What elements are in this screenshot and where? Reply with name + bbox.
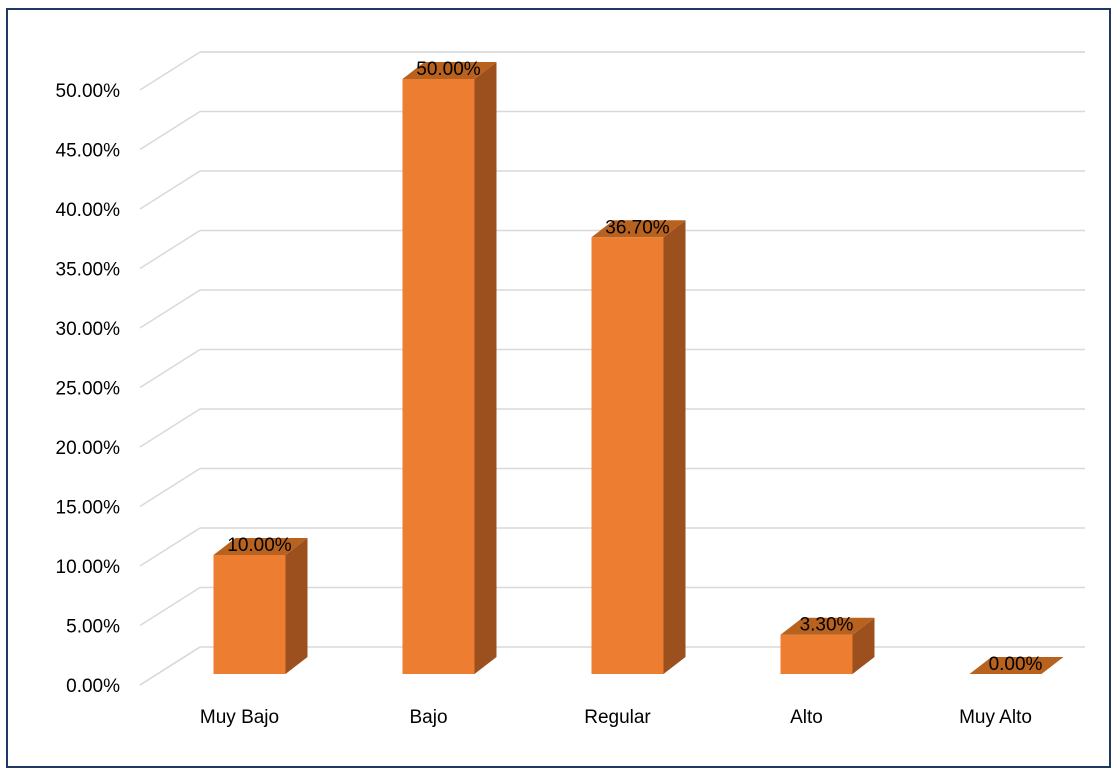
bar-side xyxy=(852,617,875,674)
x-tick-label: Regular xyxy=(584,707,651,728)
y-tick-label: 45.00% xyxy=(56,141,121,162)
x-tick-label: Bajo xyxy=(409,707,447,728)
bars: 10.00% 50.00% 36.70% 3.30% 0.00% xyxy=(213,59,1064,675)
data-label: 50.00% xyxy=(416,59,481,80)
y-tick-label: 50.00% xyxy=(56,81,121,102)
gridline-side xyxy=(139,646,201,686)
data-label: 3.30% xyxy=(800,615,854,636)
data-label: 36.70% xyxy=(605,217,670,238)
data-label: 0.00% xyxy=(989,654,1043,675)
y-tick-label: 0.00% xyxy=(66,676,120,697)
gridline-side xyxy=(139,348,201,389)
y-axis-tick-labels: 0.00% 5.00% 10.00% 15.00% 20.00% 25.00% 30.00%… xyxy=(56,81,121,697)
x-tick-label: Muy Bajo xyxy=(200,707,279,728)
bar-front xyxy=(402,79,475,674)
data-label: 10.00% xyxy=(227,535,292,556)
bar-top xyxy=(402,62,497,79)
bar-top xyxy=(213,538,308,555)
bar-top xyxy=(969,657,1064,674)
gridline-side xyxy=(139,51,201,91)
gridline-side xyxy=(139,170,201,210)
gridline-side xyxy=(139,289,201,329)
bar-chart: 0.00% 5.00% 10.00% 15.00% 20.00% 25.00% 30.00%… xyxy=(56,51,1085,728)
y-tick-label: 35.00% xyxy=(56,260,121,281)
x-tick-label: Alto xyxy=(790,707,823,728)
gridline-side xyxy=(139,229,201,270)
bar-bajo: 50.00% xyxy=(402,59,497,674)
bar-top xyxy=(591,220,686,238)
bar-front xyxy=(780,634,853,674)
gridline-side xyxy=(139,110,201,151)
y-tick-label: 10.00% xyxy=(56,557,121,578)
y-tick-label: 25.00% xyxy=(56,379,121,400)
bar-side xyxy=(663,220,686,674)
y-tick-label: 40.00% xyxy=(56,200,121,221)
bar-muy-alto: 0.00% xyxy=(969,654,1064,675)
bar-side xyxy=(285,538,308,674)
y-tick-label: 15.00% xyxy=(56,498,121,519)
bar-alto: 3.30% xyxy=(780,615,875,674)
x-axis-tick-labels: Muy Bajo Bajo Regular Alto Muy Alto xyxy=(200,707,1032,728)
y-tick-label: 5.00% xyxy=(66,617,120,638)
bar-front xyxy=(591,237,664,674)
bar-top xyxy=(780,617,875,635)
gridline-side xyxy=(139,408,201,448)
bar-side xyxy=(474,62,497,674)
y-tick-label: 20.00% xyxy=(56,438,121,459)
gridline-side xyxy=(139,586,201,627)
gridline-side xyxy=(139,467,201,508)
gridline-side xyxy=(139,527,201,567)
bar-regular: 36.70% xyxy=(591,217,686,674)
x-tick-label: Muy Alto xyxy=(959,707,1032,728)
y-tick-label: 30.00% xyxy=(56,319,121,340)
bar-muy-bajo: 10.00% xyxy=(213,535,308,674)
bar-front xyxy=(213,555,286,674)
